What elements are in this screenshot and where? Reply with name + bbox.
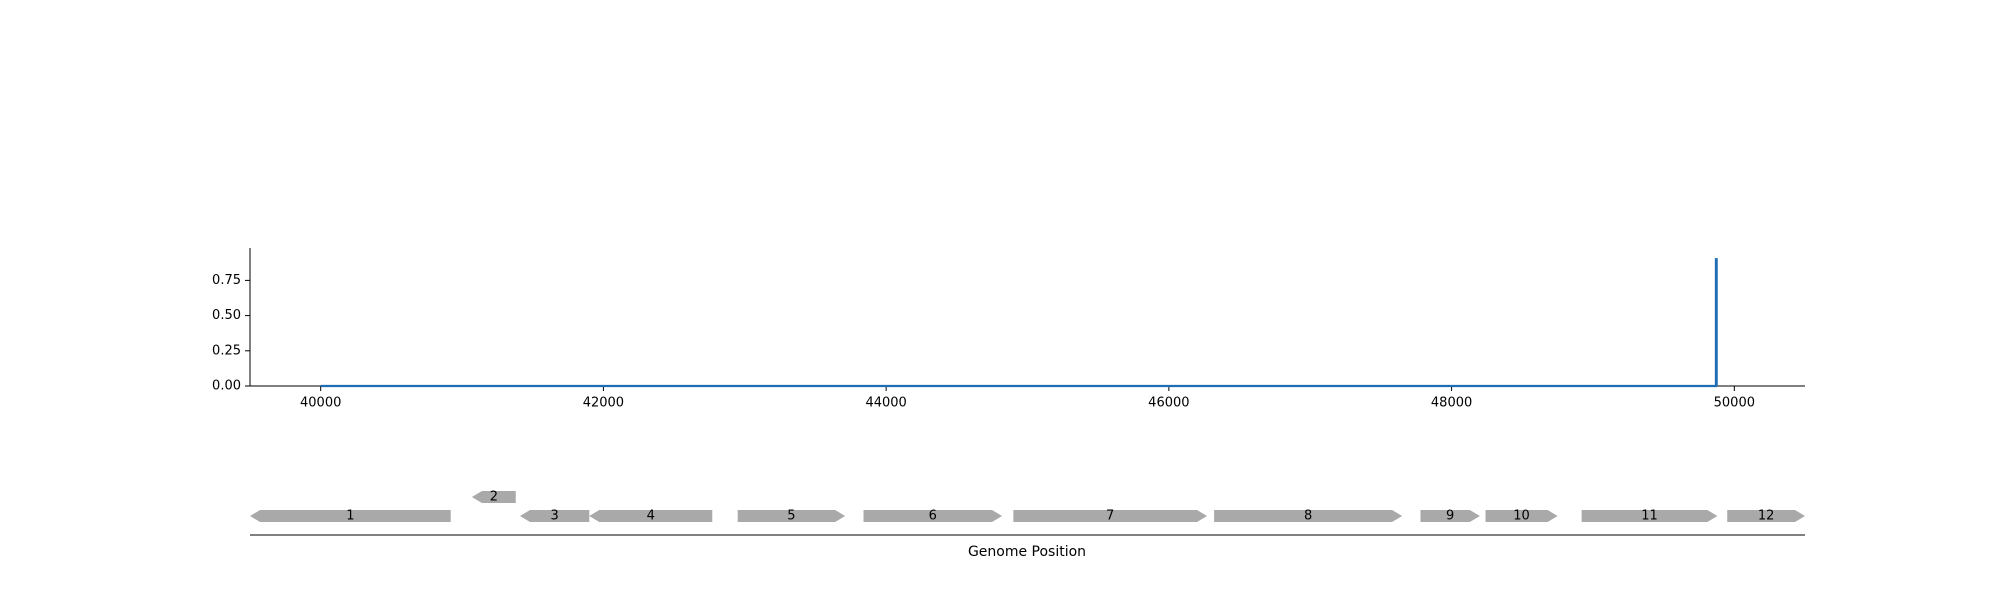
x-ticks: 40000 42000 44000 46000 48000 50000 xyxy=(300,386,1755,411)
gene-label-4: 4 xyxy=(647,509,655,524)
gene-arrow-1 xyxy=(250,510,451,522)
x-tick-label: 48000 xyxy=(1431,396,1472,411)
x-tick-label: 46000 xyxy=(1148,396,1189,411)
gene-label-5: 5 xyxy=(787,509,795,524)
series-line-0 xyxy=(320,258,1718,388)
gene-label-3: 3 xyxy=(550,509,558,524)
gene-label-1: 1 xyxy=(346,509,354,524)
genes-group: 123 4 5 6 7 8 9 10 11 12 xyxy=(250,490,1805,524)
gene-arrow-10 xyxy=(1485,510,1558,522)
gene-label-8: 8 xyxy=(1304,509,1312,524)
y-ticks: 0.00 0.25 0.50 0.75 xyxy=(212,273,250,394)
x-tick-label: 42000 xyxy=(583,396,624,411)
y-tick-label: 0.75 xyxy=(212,273,241,288)
gene-arrow-5 xyxy=(737,510,846,522)
gene-arrow-12 xyxy=(1727,510,1805,522)
gene-label-2: 2 xyxy=(490,490,498,505)
gene-arrow-9 xyxy=(1420,510,1480,522)
x-tick-label: 40000 xyxy=(300,396,341,411)
series-group xyxy=(320,258,1718,388)
gene-label-12: 12 xyxy=(1758,509,1775,524)
y-tick-label: 0.50 xyxy=(212,308,241,323)
gene-arrow-3 xyxy=(520,510,590,522)
gene-track-xlabel: Genome Position xyxy=(968,544,1086,560)
gene-label-10: 10 xyxy=(1513,509,1530,524)
gene-track: 123 4 5 6 7 8 9 10 11 12 Genome Position xyxy=(250,490,1805,560)
gene-arrow-8 xyxy=(1214,510,1403,522)
gene-arrow-4 xyxy=(589,510,713,522)
coverage-plot: 0.00 0.25 0.50 0.75 40000 42000 44000 46000 480… xyxy=(212,248,1805,411)
y-tick-label: 0.25 xyxy=(212,343,241,358)
gene-label-7: 7 xyxy=(1106,509,1114,524)
x-tick-label: 50000 xyxy=(1714,396,1755,411)
gene-label-11: 11 xyxy=(1641,509,1658,524)
gene-arrow-7 xyxy=(1013,510,1208,522)
y-tick-label: 0.00 xyxy=(212,379,241,394)
gene-arrow-2 xyxy=(471,491,516,503)
x-tick-label: 44000 xyxy=(865,396,906,411)
gene-arrow-11 xyxy=(1581,510,1718,522)
gene-arrow-6 xyxy=(863,510,1003,522)
gene-label-6: 6 xyxy=(929,509,937,524)
gene-label-9: 9 xyxy=(1446,509,1454,524)
